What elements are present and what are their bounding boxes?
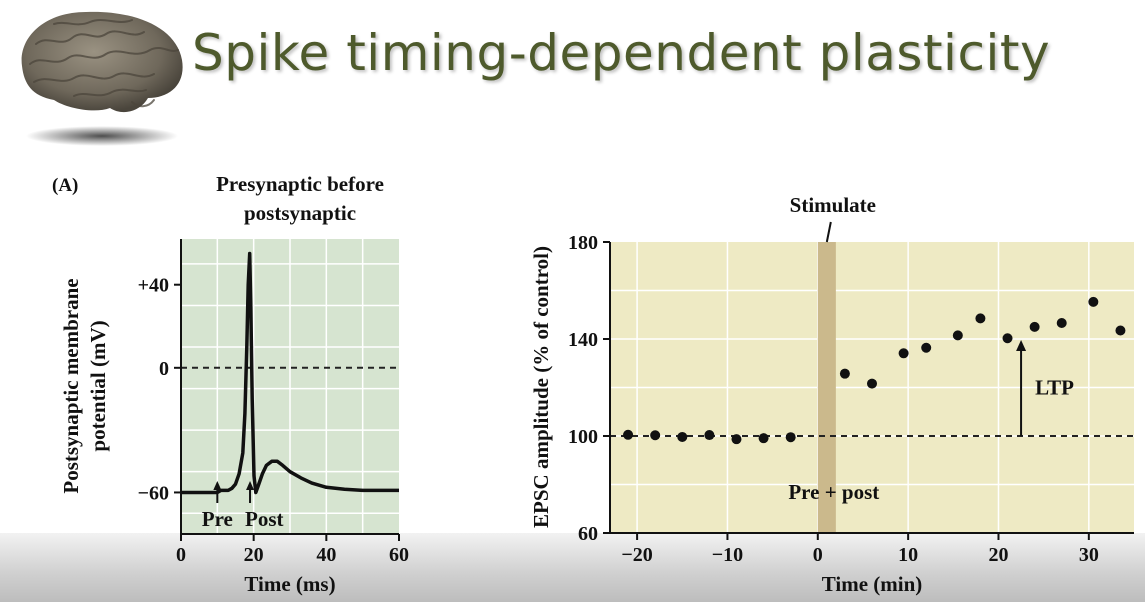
panel-a-ylabel-line-1: Postsynaptic membrane <box>59 278 83 493</box>
panel-b-x-tick-label: −10 <box>712 544 743 566</box>
stimulation-band <box>817 242 836 533</box>
panel-b-annotations: Stimulate Pre + post LTP <box>788 193 1074 504</box>
panel-b-y-tick-label: 180 <box>568 232 598 254</box>
panel-a-title-line-2: postsynaptic <box>244 201 356 225</box>
panel-a-label: (A) <box>52 175 78 196</box>
stimulate-label: Stimulate <box>790 193 876 217</box>
slide-title: Spike timing-dependent plasticity <box>192 24 1051 82</box>
panel-a-x-tick-label: 40 <box>316 544 336 566</box>
panel-b: −20 −10 0 10 20 30 60 100 140 180 Stimulate Pre + … <box>529 193 1134 596</box>
panel-b-x-tick-label: −20 <box>621 544 652 566</box>
panel-a-trace <box>181 251 399 495</box>
data-point <box>623 429 634 440</box>
panel-b-ylabel: EPSC amplitude (% of control) <box>529 246 553 528</box>
panel-b-ticks: −20 −10 0 10 20 30 60 100 140 180 <box>568 232 1099 566</box>
data-point <box>1029 321 1040 332</box>
panel-b-y-tick-label: 60 <box>578 523 598 545</box>
panel-a: (A) Presynaptic before postsynaptic 0 20 4… <box>52 172 409 596</box>
panel-a-y-tick-label: +40 <box>138 275 169 297</box>
ltp-arrowhead <box>1016 340 1027 351</box>
data-point <box>1002 333 1013 344</box>
panel-a-annotations: Pre Post <box>202 481 284 531</box>
data-point <box>1088 296 1099 307</box>
panel-b-xlabel: Time (min) <box>822 572 923 596</box>
data-point <box>731 434 742 445</box>
panel-b-points <box>623 296 1126 445</box>
brain-logo-icon <box>14 4 194 159</box>
data-point <box>677 431 688 442</box>
data-point <box>839 368 850 379</box>
panel-b-x-tick-label: 20 <box>988 544 1008 566</box>
pre-post-label: Pre + post <box>788 480 879 504</box>
data-point <box>867 378 877 389</box>
bottom-band <box>0 533 1145 602</box>
data-point <box>898 348 909 359</box>
ltp-label: LTP <box>1035 376 1074 400</box>
data-point <box>1056 317 1067 328</box>
data-point <box>952 330 963 341</box>
panel-a-x-tick-label: 0 <box>176 544 186 566</box>
data-point <box>650 430 661 441</box>
panel-b-y-tick-label: 100 <box>568 426 598 448</box>
panel-a-annotation-label: Pre <box>202 507 233 531</box>
panel-b-y-tick-label: 140 <box>568 329 598 351</box>
data-point <box>785 432 796 443</box>
panel-a-annotation-arrowhead <box>213 481 222 490</box>
data-point <box>1115 325 1126 336</box>
panel-a-x-tick-label: 20 <box>244 544 264 566</box>
panel-a-y-tick-label: −60 <box>138 482 169 504</box>
data-point <box>975 313 986 324</box>
panel-a-ylabel-line-2: potential (mV) <box>86 320 110 451</box>
panel-a-ticks: 0 20 40 60 +40 0 −60 <box>138 275 409 566</box>
data-point <box>704 430 715 441</box>
panel-b-x-tick-label: 10 <box>898 544 918 566</box>
panel-a-annotation-label: Post <box>245 507 283 531</box>
panel-a-x-tick-label: 60 <box>389 544 409 566</box>
stimulate-pointer <box>825 221 832 243</box>
panel-a-y-tick-label: 0 <box>159 358 169 380</box>
panel-b-grid <box>610 242 1134 533</box>
panel-b-x-tick-label: 0 <box>813 544 823 566</box>
panel-a-annotation-arrowhead <box>246 481 255 490</box>
data-point <box>921 342 932 353</box>
panel-b-x-tick-label: 30 <box>1079 544 1099 566</box>
panel-a-title-line-1: Presynaptic before <box>216 172 384 196</box>
panel-a-xlabel: Time (ms) <box>244 572 335 596</box>
data-point <box>758 433 769 444</box>
